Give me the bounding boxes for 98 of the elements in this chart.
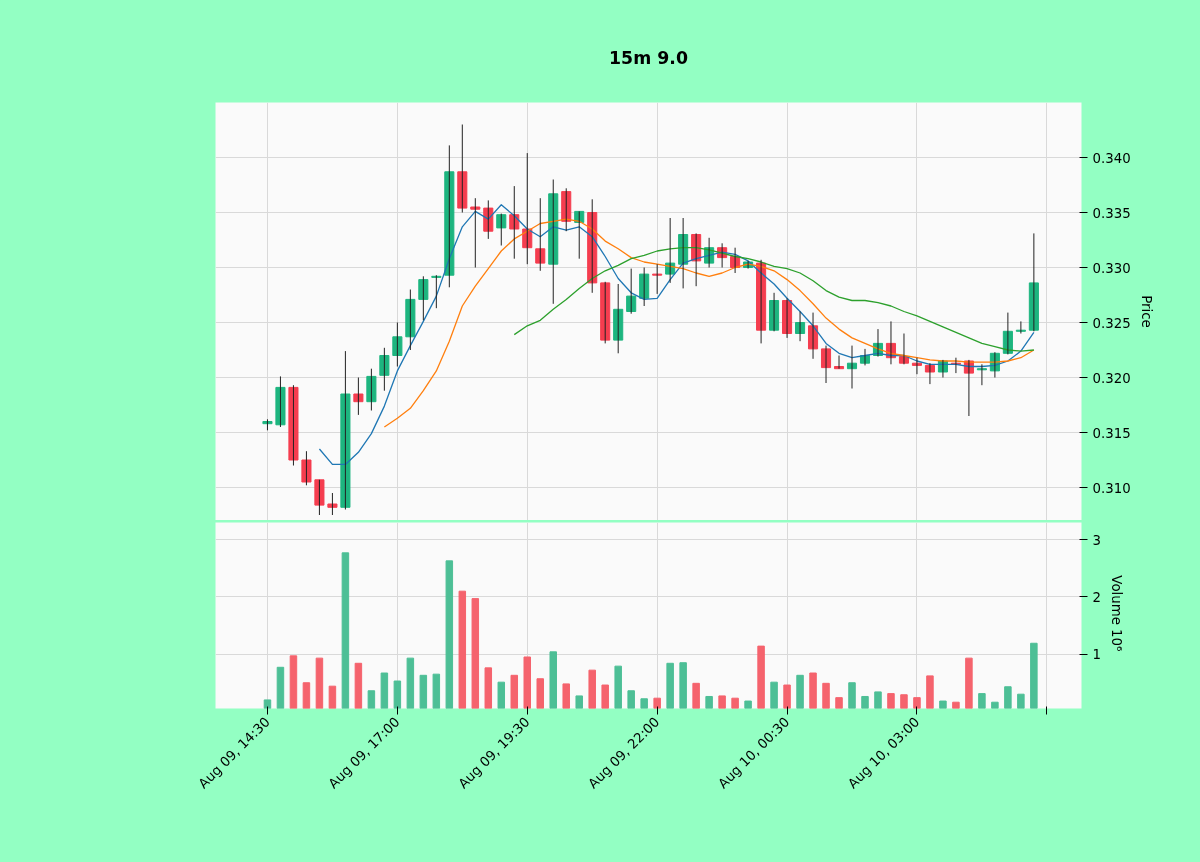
bar [393,680,402,709]
candlestick [444,144,455,288]
candlestick [470,197,481,268]
bar [419,674,428,709]
candlestick [418,275,429,321]
bar [328,685,337,709]
bar [536,678,544,709]
y-tick-label: 2 [1092,589,1101,605]
y-tick-label: 0.335 [1092,205,1131,221]
bar [562,683,570,709]
candlestick [275,375,286,428]
bar [627,690,635,709]
bar [952,701,960,709]
bar [822,682,830,709]
bar [484,667,493,709]
bar [835,697,843,709]
bar [731,697,739,709]
bar [406,657,415,709]
bar [783,684,791,709]
bar [887,693,895,709]
y-tick-label: 0.310 [1092,480,1131,496]
bar [601,684,609,709]
candlestick [353,377,364,416]
y-tick-label: 0.340 [1092,150,1131,166]
candlestick [457,124,468,213]
bar [1030,642,1038,709]
bar [354,662,363,709]
bar [367,690,376,709]
bar [718,695,726,709]
bar [276,666,285,709]
bar [1004,686,1012,709]
candlestick [314,479,325,516]
y-tick-label: 3 [1092,532,1101,548]
bar [432,673,441,709]
bar [315,657,324,709]
candlestick [366,368,377,411]
y-tick-label: 0.330 [1092,260,1131,276]
bar [549,651,557,709]
bar [1017,693,1025,709]
bar [965,657,973,709]
bar [341,552,350,709]
chart-title: 15m 9.0 [609,47,688,68]
bar [575,695,583,709]
bar [991,701,999,709]
candlestick [379,347,390,392]
candlestick [431,274,442,309]
bar [289,655,298,709]
bar [978,693,986,709]
bar [705,695,713,709]
bar [380,672,389,709]
bar [614,665,622,709]
candlestick [262,418,273,431]
y-tick-label: 0.320 [1092,370,1131,386]
bar [640,698,648,709]
bar [744,700,752,709]
candlestick [327,492,338,516]
bar [263,699,272,709]
y-tick-label: 0.315 [1092,425,1131,441]
bar [666,662,674,709]
candlestick [496,213,507,246]
candlestick [613,283,624,354]
bar [861,695,869,709]
bar [497,681,506,709]
candlestick [626,268,637,315]
bar [770,681,778,709]
candlestick [301,450,312,486]
bar [523,656,532,709]
bar [445,560,454,709]
bar [757,645,765,709]
bar [874,691,882,709]
line-series [513,247,1035,352]
bar [510,674,519,709]
bar [939,700,947,709]
candlestick [405,289,416,351]
candlestick [600,281,611,344]
candlestick [340,350,351,510]
bar [679,662,687,709]
bar [588,669,596,709]
y-axis-title: Price [1138,295,1154,328]
bar [809,672,817,709]
bar [913,697,921,709]
bar [458,590,467,709]
bar [900,694,908,709]
bar [848,682,856,709]
line-series [318,204,1035,466]
bar [471,598,480,709]
bar [926,675,934,709]
y-tick-label: 0.325 [1092,315,1131,331]
bar [796,674,804,709]
candlestick [392,322,403,367]
candlestick [288,384,299,466]
candlestick [652,263,663,295]
bar [692,682,700,709]
y-tick-label: 1 [1092,647,1101,663]
candlestick [535,197,546,272]
bar [653,697,661,709]
bar [302,682,311,709]
y-axis-title: Volume 10⁶ [1108,575,1124,652]
